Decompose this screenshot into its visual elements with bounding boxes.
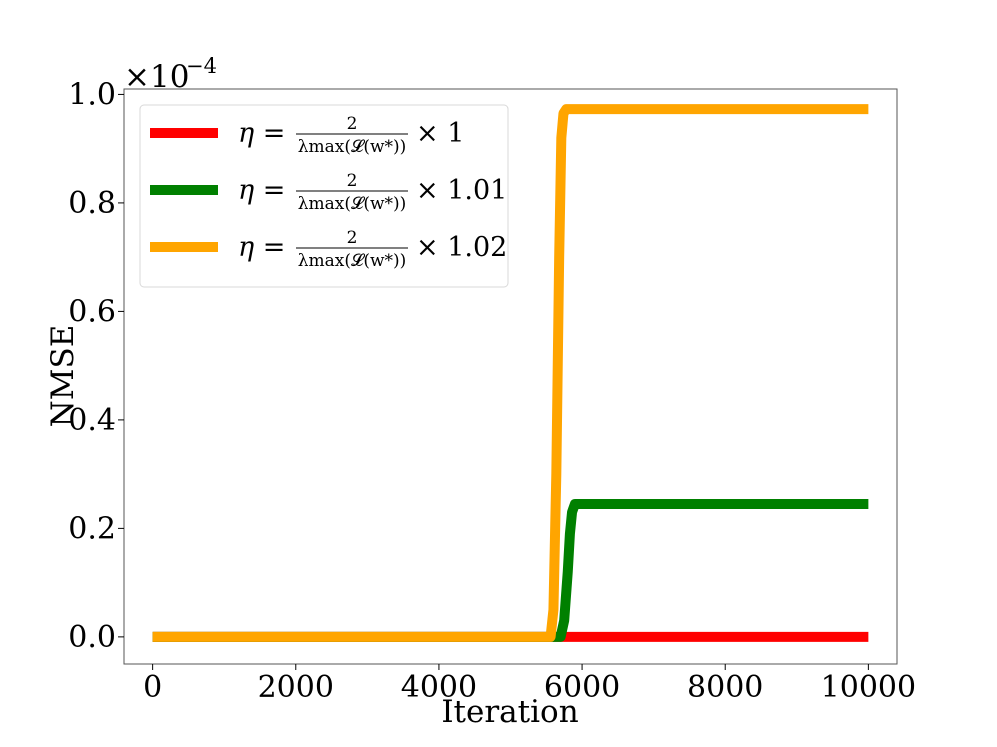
legend-eta: η =	[238, 175, 285, 206]
legend-factor: × 1.02	[416, 232, 507, 263]
legend-factor: × 1.01	[416, 175, 507, 206]
legend-entry-3: η = 2 λmax(𝓛(w*)) × 1.02	[150, 228, 507, 271]
y-axis-multiplier: ×10 −4	[124, 54, 217, 95]
series-line-3	[152, 104, 869, 642]
legend-entry-2: η = 2 λmax(𝓛(w*)) × 1.01	[150, 171, 507, 214]
y-tick-label: 1.0	[68, 77, 116, 112]
x-tick-label: 6000	[544, 670, 620, 705]
legend-numerator: 2	[347, 171, 358, 191]
y-tick-label: 0.4	[68, 403, 116, 438]
y-tick-label: 0.8	[68, 186, 116, 221]
series-layer	[152, 104, 869, 642]
legend-eta: η =	[238, 232, 285, 263]
y-axis-label: NMSE	[45, 325, 81, 428]
x-tick-label: 2000	[258, 670, 334, 705]
y-tick-label: 0.0	[68, 620, 116, 655]
legend-entry-1: η = 2 λmax(𝓛(w*)) × 1	[150, 114, 464, 157]
x-tick-label: 4000	[401, 670, 477, 705]
y-multiplier-exponent: −4	[186, 54, 217, 78]
y-multiplier-base: ×10	[124, 59, 189, 95]
y-tick-label: 0.6	[68, 294, 116, 329]
legend-factor: × 1	[416, 118, 464, 149]
y-axis-ticks: 0.0 0.2 0.4 0.6 0.8 1.0	[68, 77, 124, 655]
x-axis-label: Iteration	[441, 694, 578, 730]
x-axis-ticks: 0 2000 4000 6000 8000 10000	[143, 664, 916, 705]
x-tick-label: 10000	[821, 670, 916, 705]
legend-denominator: λmax(𝓛(w*))	[298, 194, 407, 214]
legend-denominator: λmax(𝓛(w*))	[298, 251, 407, 271]
legend-numerator: 2	[347, 114, 358, 134]
legend-numerator: 2	[347, 228, 358, 248]
x-tick-label: 8000	[687, 670, 763, 705]
y-tick-label: 0.2	[68, 511, 116, 546]
legend-denominator: λmax(𝓛(w*))	[298, 137, 407, 157]
x-tick-label: 0	[143, 670, 162, 705]
series-line-2	[152, 498, 869, 642]
legend-frame	[139, 104, 509, 288]
legend-eta: η =	[238, 118, 285, 149]
